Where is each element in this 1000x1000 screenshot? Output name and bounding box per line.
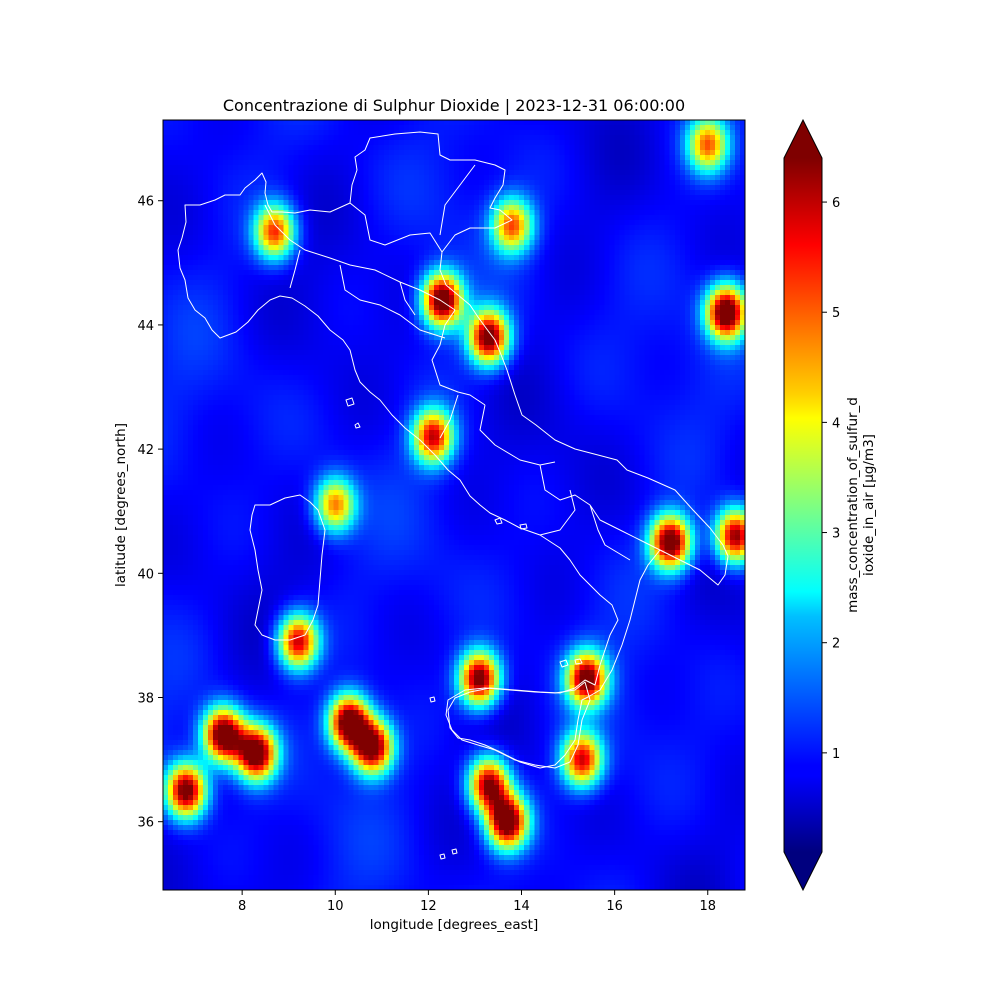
y-tick-label: 44	[137, 319, 154, 334]
colorbar-tick-label: 5	[832, 306, 840, 321]
colorbar-extend-min	[784, 852, 822, 890]
x-axis-label: longitude [degrees_east]	[370, 917, 538, 933]
colorbar-outline	[783, 118, 823, 892]
colorbar-tick-label: 4	[832, 416, 840, 431]
y-axis-label: latitude [degrees_north]	[113, 423, 129, 587]
y-tick-label: 38	[137, 692, 154, 707]
italy-coastline	[177, 131, 729, 769]
x-tick-label: 12	[420, 899, 437, 914]
colorbar-tick-label: 3	[832, 527, 840, 542]
x-tick-label: 10	[327, 899, 344, 914]
colorbar-label-line2: ioxide_in_air [µg/m3]	[861, 434, 877, 576]
chart-title: Concentrazione di Sulphur Dioxide | 2023…	[223, 96, 685, 115]
colorbar: 1 2 3 4 5 6 mass_concentration_of_sulfur_d io…	[783, 118, 877, 892]
colorbar-tick-label: 1	[832, 747, 840, 762]
x-axis: 8 10 12 14 16 18	[238, 890, 716, 914]
x-tick-label: 18	[699, 899, 716, 914]
colorbar-ticks: 1 2 3 4 5 6	[822, 196, 840, 762]
x-tick-label: 16	[606, 899, 623, 914]
colorbar-extend-max	[784, 120, 822, 158]
colorbar-tick-label: 6	[832, 196, 840, 211]
plot-frame	[162, 119, 746, 891]
y-axis: 36 38 40 42 44 46	[137, 195, 163, 831]
colorbar-label-line1: mass_concentration_of_sulfur_d	[845, 397, 861, 613]
small-islands	[345, 397, 583, 860]
y-tick-label: 40	[137, 567, 154, 582]
sardinia-coastline	[249, 494, 326, 641]
regional-borders-north	[264, 164, 661, 561]
plot-area	[162, 119, 746, 891]
colorbar-gradient	[784, 158, 822, 852]
region-borders	[177, 131, 729, 860]
x-tick-label: 14	[513, 899, 530, 914]
colorbar-tick-label: 2	[832, 637, 840, 652]
y-tick-label: 36	[137, 816, 154, 831]
sicily-coastline	[445, 681, 591, 769]
y-tick-label: 46	[137, 195, 154, 210]
x-tick-label: 8	[238, 899, 246, 914]
y-tick-label: 42	[137, 443, 154, 458]
